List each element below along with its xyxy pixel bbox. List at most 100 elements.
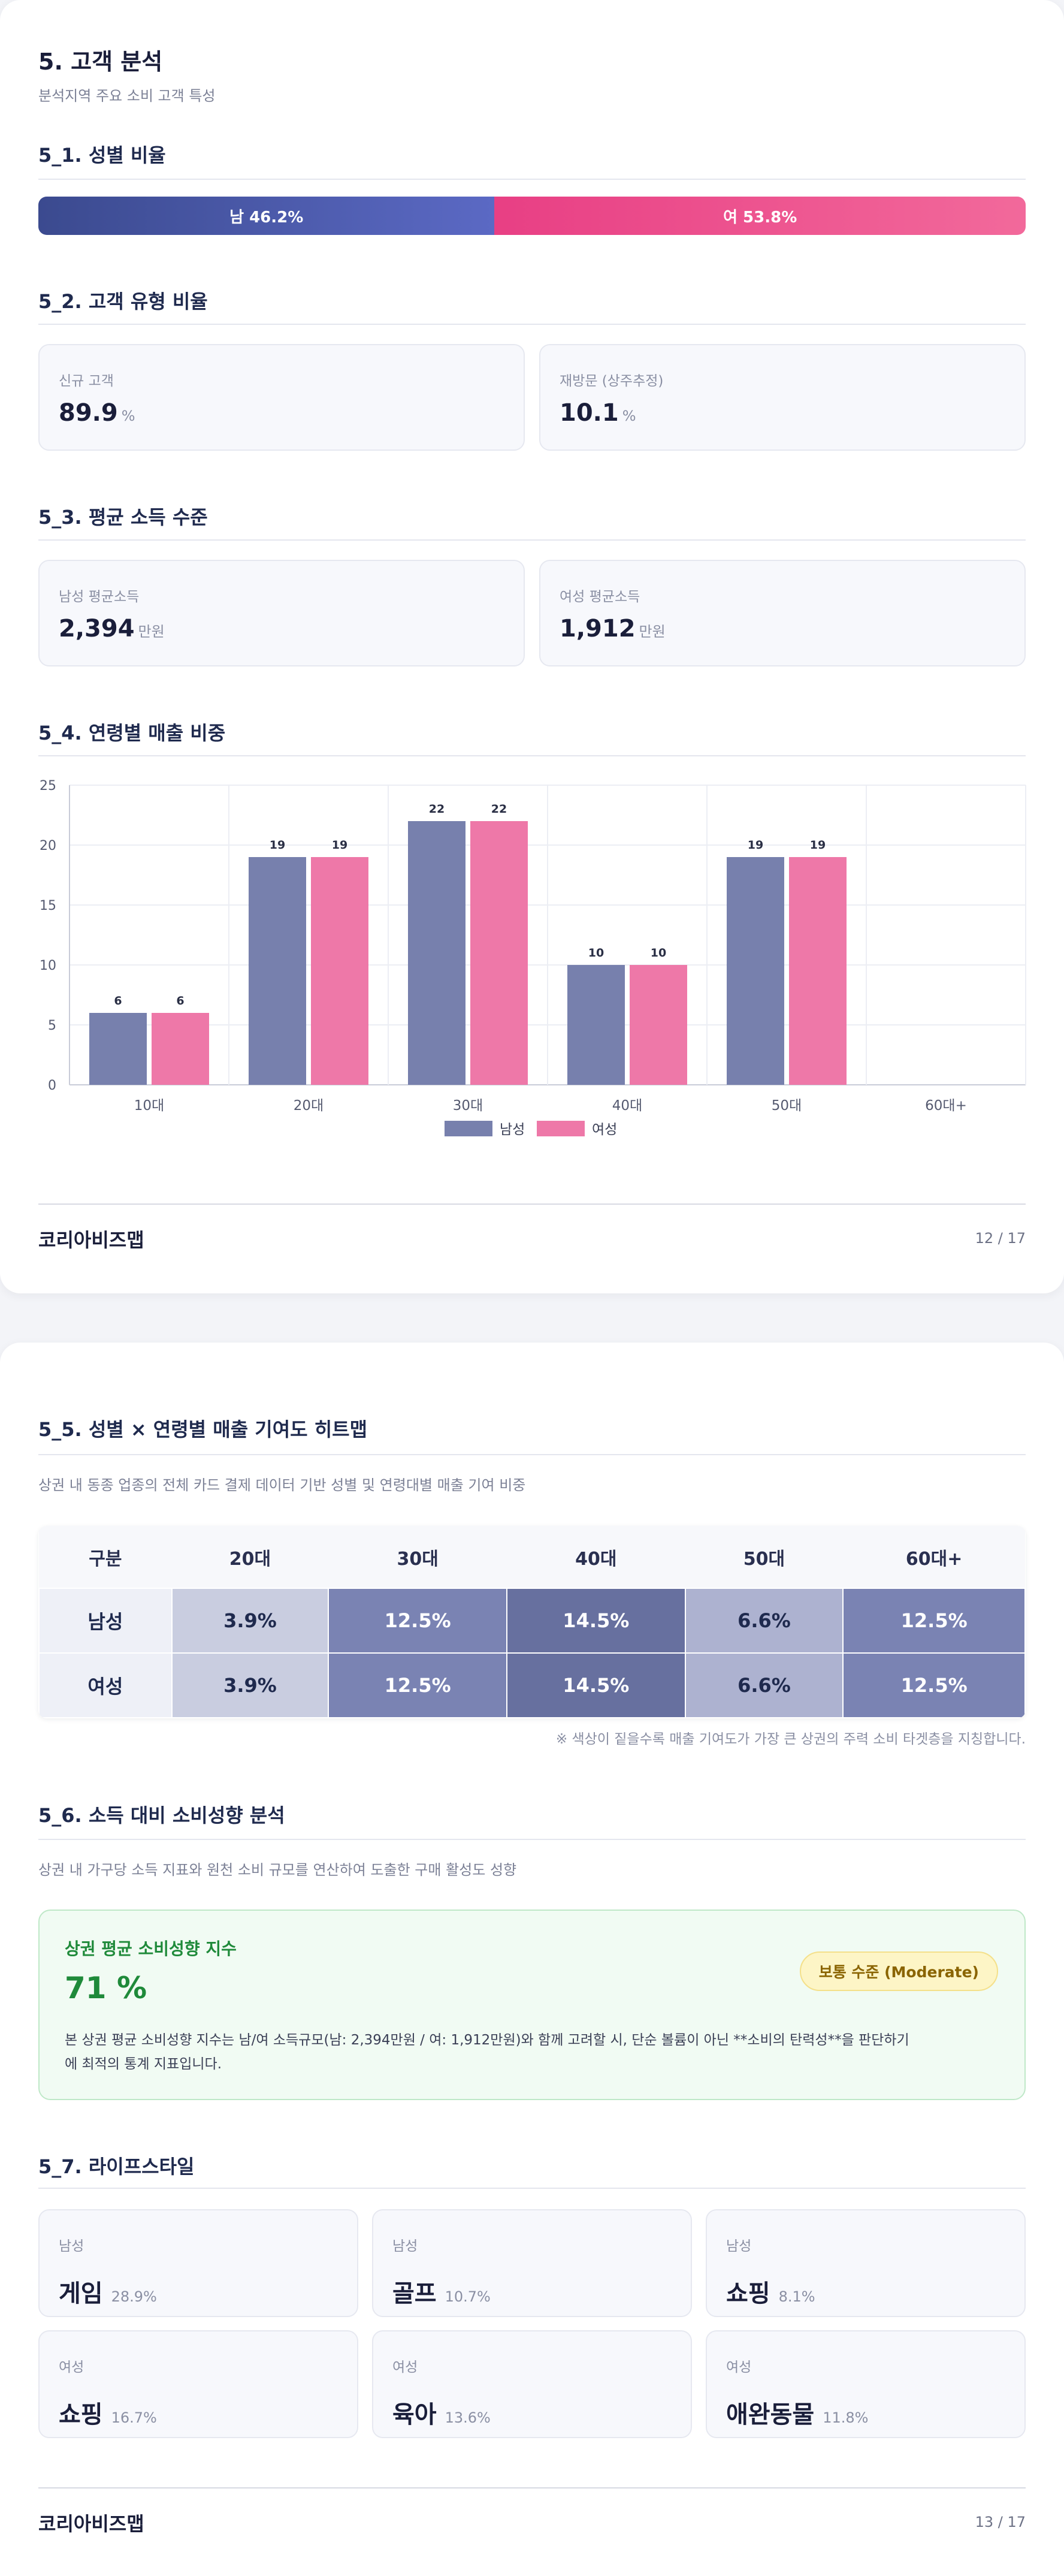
report-page-12: 5. 고객 분석 분석지역 주요 소비 고객 특성 5_1. 성별 비율 남 4… xyxy=(0,0,1064,1293)
bar-male xyxy=(249,857,306,1085)
propensity-description: 상권 내 가구당 소득 지표와 원천 소비 규모를 연산하여 도출한 구매 활성… xyxy=(38,1862,517,1878)
propensity-value: 71 % xyxy=(65,1971,147,2005)
card-label: 남성 평균소득 xyxy=(59,589,140,605)
lifestyle-category: 게임 28.9% xyxy=(59,2280,157,2307)
bar-data-label: 6 xyxy=(114,994,122,1008)
divider xyxy=(38,1839,1026,1840)
bar-data-label: 6 xyxy=(176,994,184,1008)
customer-type-heading: 5_2. 고객 유형 비율 xyxy=(38,290,208,313)
y-tick-label: 5 xyxy=(48,1018,56,1033)
x-tick-label: 40대 xyxy=(612,1098,642,1114)
bar-data-label: 19 xyxy=(810,838,826,852)
page-number: 12 / 17 xyxy=(975,1230,1026,1247)
propensity-heading: 5_6. 소득 대비 소비성향 분석 xyxy=(38,1804,285,1827)
propensity-card-title: 상권 평균 소비성향 지수 xyxy=(65,1939,237,1959)
y-tick-label: 10 xyxy=(40,958,56,973)
x-tick-label: 60대+ xyxy=(925,1098,967,1114)
bar-female xyxy=(789,857,847,1085)
x-tick-label: 20대 xyxy=(294,1098,324,1114)
card-label: 재방문 (상주추정) xyxy=(560,373,664,389)
table-row: 남성 3.9% 12.5% 14.5% 6.6% 12.5% xyxy=(38,1588,1026,1654)
divider xyxy=(38,755,1026,756)
lifestyle-percent: 28.9% xyxy=(111,2288,157,2305)
section-title: 5. 고객 분석 xyxy=(38,49,163,75)
lifestyle-category: 애완동물 11.8% xyxy=(726,2401,869,2429)
female-ratio-segment: 여 53.8% xyxy=(494,197,1026,235)
heatmap-cell: 12.5% xyxy=(842,1588,1026,1654)
column-header: 60대+ xyxy=(843,1526,1025,1588)
legend-label: 남성 xyxy=(500,1122,525,1138)
lifestyle-gender: 남성 xyxy=(59,2239,84,2254)
bar-data-label: 19 xyxy=(748,838,763,852)
footer-divider xyxy=(38,2487,1026,2488)
heatmap-description: 상권 내 동종 업종의 전체 카드 결제 데이터 기반 성별 및 연령대별 매출… xyxy=(38,1477,526,1494)
lifestyle-gender: 남성 xyxy=(392,2239,418,2254)
age-sales-bar-chart: 0 5 10 15 20 25 6 6 10대 19 19 20대 22 22 30대 10 10 40대 19 19… xyxy=(40,779,1026,1138)
row-header: 남성 xyxy=(38,1588,173,1654)
lifestyle-category: 쇼핑 16.7% xyxy=(59,2401,157,2429)
propensity-body-line2: 에 최적의 통계 지표입니다. xyxy=(65,2056,222,2072)
lifestyle-card: 여성 쇼핑 16.7% xyxy=(38,2330,358,2438)
footer-brand: 코리아비즈맵 xyxy=(38,2512,144,2535)
column-header: 50대 xyxy=(685,1526,844,1588)
new-customer-card: 신규 고객 89.9% xyxy=(38,344,525,451)
bar-data-label: 22 xyxy=(429,803,445,816)
heatmap-cell: 6.6% xyxy=(684,1652,844,1718)
legend-swatch-male xyxy=(445,1121,492,1136)
x-tick-label: 30대 xyxy=(453,1098,483,1114)
column-header: 20대 xyxy=(171,1526,329,1588)
lifestyle-percent: 13.6% xyxy=(445,2409,491,2426)
bar-male xyxy=(727,857,784,1085)
return-customer-card: 재방문 (상주추정) 10.1% xyxy=(539,344,1026,451)
bar-female xyxy=(311,857,368,1085)
gender-ratio-heading: 5_1. 성별 비율 xyxy=(38,144,166,167)
lifestyle-gender: 여성 xyxy=(392,2360,418,2375)
heatmap-cell: 14.5% xyxy=(506,1652,686,1718)
income-heading: 5_3. 평균 소득 수준 xyxy=(38,506,208,529)
x-tick-label: 10대 xyxy=(134,1098,164,1114)
lifestyle-card: 남성 쇼핑 8.1% xyxy=(706,2209,1026,2317)
card-value: 10.1% xyxy=(560,399,636,427)
propensity-card: 상권 평균 소비성향 지수 71 % 보통 수준 (Moderate) 본 상권… xyxy=(38,1910,1026,2100)
heatmap-cell: 3.9% xyxy=(171,1588,330,1654)
divider xyxy=(38,539,1026,541)
column-header: 구분 xyxy=(39,1526,172,1588)
female-income-card: 여성 평균소득 1,912 만원 xyxy=(539,560,1026,666)
heatmap-note: ※ 색상이 짙을수록 매출 기여도가 가장 큰 상권의 주력 소비 타겟층을 지… xyxy=(555,1732,1026,1747)
row-header: 여성 xyxy=(38,1652,173,1718)
divider xyxy=(38,1454,1026,1455)
bar-male xyxy=(567,965,625,1085)
page-number: 13 / 17 xyxy=(975,2514,1026,2530)
age-sales-heading: 5_4. 연령별 매출 비중 xyxy=(38,722,226,744)
legend-swatch-female xyxy=(537,1121,585,1136)
lifestyle-percent: 11.8% xyxy=(823,2409,869,2426)
bar-data-label: 10 xyxy=(588,946,604,960)
column-header: 40대 xyxy=(506,1526,685,1588)
bar-data-label: 19 xyxy=(332,838,347,852)
heatmap-cell: 3.9% xyxy=(171,1652,330,1718)
heatmap-cell: 6.6% xyxy=(684,1588,844,1654)
lifestyle-gender: 여성 xyxy=(726,2360,752,2375)
card-value: 1,912 만원 xyxy=(560,615,666,643)
y-tick-label: 0 xyxy=(48,1078,56,1093)
propensity-level-badge: 보통 수준 (Moderate) xyxy=(799,1951,998,1991)
gender-ratio-bar: 남 46.2% 여 53.8% xyxy=(38,197,1026,235)
heatmap-heading: 5_5. 성별 × 연령별 매출 기여도 히트맵 xyxy=(38,1418,368,1441)
x-tick-label: 50대 xyxy=(772,1098,802,1114)
table-row: 여성 3.9% 12.5% 14.5% 6.6% 12.5% xyxy=(38,1652,1026,1718)
divider xyxy=(38,2188,1026,2189)
heatmap-cell: 12.5% xyxy=(328,1652,507,1718)
lifestyle-category: 육아 13.6% xyxy=(392,2401,491,2429)
card-value: 89.9% xyxy=(59,399,135,427)
lifestyle-category: 골프 10.7% xyxy=(392,2280,491,2307)
y-tick-label: 20 xyxy=(40,838,56,853)
y-tick-label: 15 xyxy=(40,898,56,913)
bar-data-label: 19 xyxy=(270,838,285,852)
heatmap-cell: 12.5% xyxy=(842,1652,1026,1718)
heatmap-cell: 14.5% xyxy=(506,1588,686,1654)
lifestyle-category: 쇼핑 8.1% xyxy=(726,2280,815,2307)
divider xyxy=(38,324,1026,325)
